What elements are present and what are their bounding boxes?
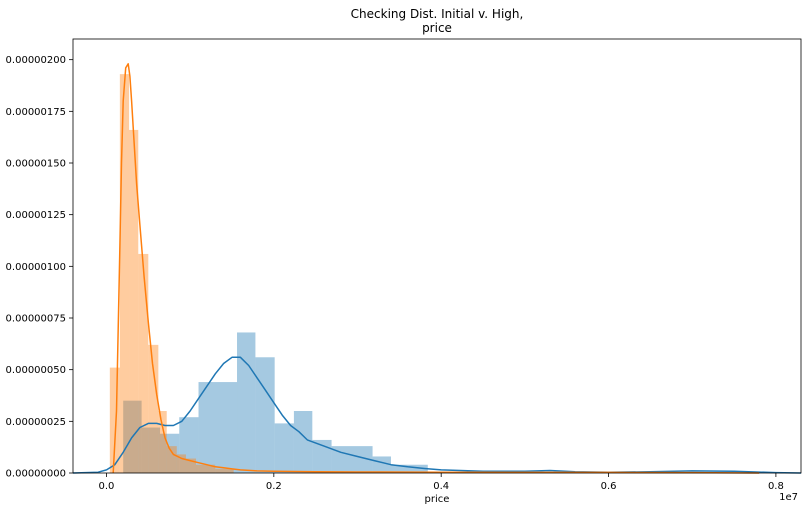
- series-1-bar-10: [215, 468, 234, 473]
- x-tick-label: 0.8: [768, 481, 784, 492]
- y-tick-label: 0.00000000: [6, 469, 66, 480]
- series-1-kde-line: [112, 63, 760, 474]
- x-axis-label: price: [425, 494, 450, 505]
- y-tick-label: 0.00000075: [6, 314, 66, 325]
- y-tick-label: 0.00000200: [6, 55, 66, 66]
- series-0-bar-7: [274, 423, 294, 473]
- y-tick-label: 0.00000175: [6, 107, 66, 118]
- series-1-bar-3: [138, 253, 149, 473]
- y-tick-label: 0.00000125: [6, 210, 66, 221]
- y-tick-label: 0.00000100: [6, 262, 66, 273]
- x-axis-ticks: 0.0 0.2 0.4 0.6 0.8: [99, 473, 784, 492]
- x-tick-label: 0.6: [601, 481, 617, 492]
- series-0-bar-8: [293, 411, 313, 473]
- y-tick-label: 0.00000050: [6, 365, 66, 376]
- series-0-bar-1: [141, 427, 161, 473]
- series-1-bar-6: [166, 446, 177, 473]
- x-tick-label: 0.4: [433, 481, 449, 492]
- chart-title-line-2: price: [422, 21, 452, 35]
- series-1-bar-9: [196, 464, 216, 473]
- series-0-bar-4: [198, 382, 238, 473]
- series-0-bar-10: [331, 446, 373, 473]
- chart-title-line-1: Checking Dist. Initial v. High,: [351, 7, 524, 21]
- series-1-bar-8: [185, 458, 197, 473]
- histogram-bars: [109, 74, 428, 473]
- series-0-bar-5: [237, 332, 256, 473]
- x-tick-label: 0.0: [99, 481, 115, 492]
- y-tick-label: 0.00000150: [6, 159, 66, 170]
- x-axis-offset-text: 1e7: [779, 492, 798, 503]
- series-1-bar-2: [129, 129, 139, 473]
- series-1-bar-1: [119, 74, 130, 473]
- series-1-bar-5: [158, 411, 167, 473]
- kde-curves: [72, 63, 802, 474]
- x-tick-label: 0.2: [266, 481, 282, 492]
- series-0-bar-2: [160, 433, 180, 473]
- series-0-bar-12: [390, 464, 428, 473]
- series-0-kde-line: [72, 356, 802, 474]
- y-tick-label: 0.00000025: [6, 417, 66, 428]
- y-axis-ticks: 0.00000000 0.00000025 0.00000050 0.00000075…: [6, 55, 73, 480]
- series-1-bar-4: [148, 344, 159, 473]
- plot-frame: [72, 38, 802, 474]
- series-1-bar-0: [109, 367, 120, 473]
- series-0-bar-9: [312, 439, 332, 473]
- series-1-bar-7: [176, 454, 186, 473]
- series-0-bar-6: [255, 357, 275, 473]
